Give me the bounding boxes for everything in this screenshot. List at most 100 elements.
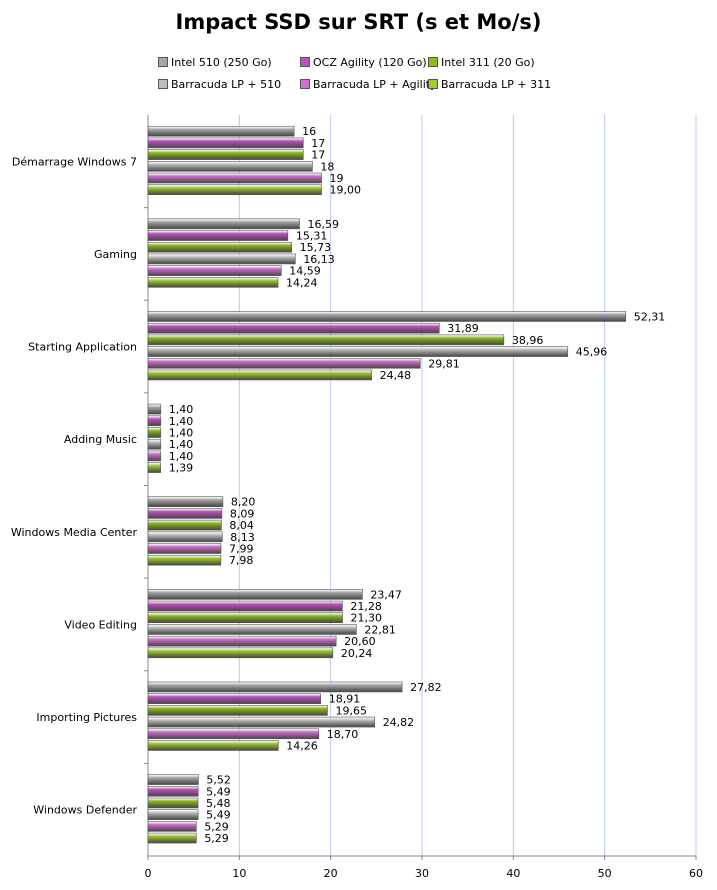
- data-label: 52,31: [634, 310, 666, 323]
- bar: [147, 821, 197, 832]
- bar: [147, 647, 334, 659]
- data-label: 16: [302, 125, 316, 138]
- data-label: 45,96: [576, 346, 608, 359]
- bar: [147, 322, 440, 334]
- chart-title: Impact SSD sur SRT (s et Mo/s): [175, 10, 542, 34]
- x-tick-label: 50: [598, 867, 612, 880]
- data-label: 5,48: [206, 797, 231, 810]
- data-label: 31,89: [447, 322, 479, 335]
- data-label: 18: [320, 160, 334, 173]
- bar: [147, 369, 372, 381]
- bar: [147, 438, 162, 450]
- bar: [147, 241, 292, 253]
- data-label: 5,29: [204, 820, 229, 833]
- legend-item: Barracuda LP + Agility: [300, 78, 437, 91]
- bar: [147, 624, 357, 635]
- x-tick-label: 60: [689, 867, 703, 880]
- legend-label: Barracuda LP + Agility: [313, 78, 437, 91]
- data-label: 20,60: [344, 635, 376, 648]
- data-label: 22,81: [364, 623, 396, 636]
- category-label: Windows Defender: [33, 804, 137, 817]
- legend-label: OCZ Agility (120 Go): [313, 56, 427, 69]
- bar: [147, 797, 199, 809]
- legend-swatch: [428, 57, 438, 67]
- data-label: 8,20: [231, 496, 256, 509]
- legend-item: Barracuda LP + 311: [428, 78, 551, 91]
- bar: [147, 277, 279, 288]
- legend-label: Intel 510 (250 Go): [171, 56, 272, 69]
- bar: [147, 184, 322, 196]
- bar: [147, 531, 223, 543]
- bar: [147, 125, 295, 137]
- data-label: 7,99: [229, 543, 254, 556]
- legend-item: Barracuda LP + 510: [158, 78, 281, 91]
- bar: [147, 832, 197, 844]
- legend-swatch: [300, 57, 310, 67]
- data-label: 29,81: [428, 357, 460, 370]
- bar: [147, 612, 343, 624]
- legend-item: Intel 311 (20 Go): [428, 56, 535, 69]
- data-label: 1,40: [169, 450, 194, 463]
- data-label: 1,40: [169, 438, 194, 451]
- data-label: 1,40: [169, 415, 194, 428]
- data-label: 8,13: [230, 531, 255, 544]
- category-label: Gaming: [94, 248, 137, 261]
- data-label: 1,40: [169, 426, 194, 439]
- bar: [147, 357, 421, 369]
- data-label: 1,39: [169, 462, 194, 475]
- data-label: 5,52: [206, 774, 231, 787]
- x-tick-label: 10: [232, 867, 246, 880]
- bar: [147, 346, 569, 357]
- legend-label: Intel 311 (20 Go): [441, 56, 535, 69]
- bar: [147, 543, 222, 554]
- data-label: 24,82: [383, 716, 415, 729]
- data-label: 18,70: [327, 728, 359, 741]
- bar: [147, 635, 337, 647]
- data-label: 5,49: [206, 809, 231, 822]
- data-label: 19,00: [330, 184, 362, 197]
- bar: [147, 462, 161, 473]
- category-label: Adding Music: [64, 433, 137, 446]
- bar: [147, 311, 627, 322]
- bar: [147, 705, 328, 716]
- legend-label: Barracuda LP + 510: [171, 78, 282, 91]
- bar: [147, 589, 363, 600]
- category-label: Video Editing: [64, 618, 137, 631]
- data-label: 21,30: [351, 612, 383, 625]
- bar: [147, 681, 403, 693]
- bar: [147, 334, 505, 346]
- data-label: 8,04: [229, 519, 254, 532]
- data-label: 19,65: [335, 704, 367, 717]
- data-label: 17: [311, 137, 325, 150]
- bar: [147, 809, 199, 820]
- legend-swatch: [300, 79, 310, 89]
- bar: [147, 265, 282, 276]
- x-tick-label: 0: [145, 867, 152, 880]
- legend-label: Barracuda LP + 311: [441, 78, 552, 91]
- data-label: 38,96: [512, 334, 544, 347]
- data-label: 19: [330, 172, 344, 185]
- bar: [147, 554, 222, 566]
- data-label: 7,98: [229, 554, 254, 567]
- bar: [147, 137, 304, 149]
- x-tick-label: 20: [324, 867, 338, 880]
- bar: [147, 161, 313, 172]
- data-label: 20,24: [341, 647, 373, 660]
- category-label: Starting Application: [28, 341, 137, 354]
- bar: [147, 785, 199, 797]
- data-label: 15,73: [300, 241, 332, 254]
- bar: [147, 172, 322, 184]
- legend-item: OCZ Agility (120 Go): [300, 56, 427, 69]
- data-label: 14,59: [289, 265, 321, 278]
- legend-item: Intel 510 (250 Go): [158, 56, 272, 69]
- category-label: Windows Media Center: [11, 526, 138, 539]
- data-label: 15,31: [296, 230, 328, 243]
- data-label: 8,09: [230, 507, 255, 520]
- data-label: 16,13: [303, 253, 335, 266]
- category-label: Importing Pictures: [36, 711, 137, 724]
- legend-swatch: [158, 57, 168, 67]
- bar: [147, 218, 300, 230]
- data-label: 14,26: [286, 739, 318, 752]
- data-label: 16,59: [308, 218, 340, 231]
